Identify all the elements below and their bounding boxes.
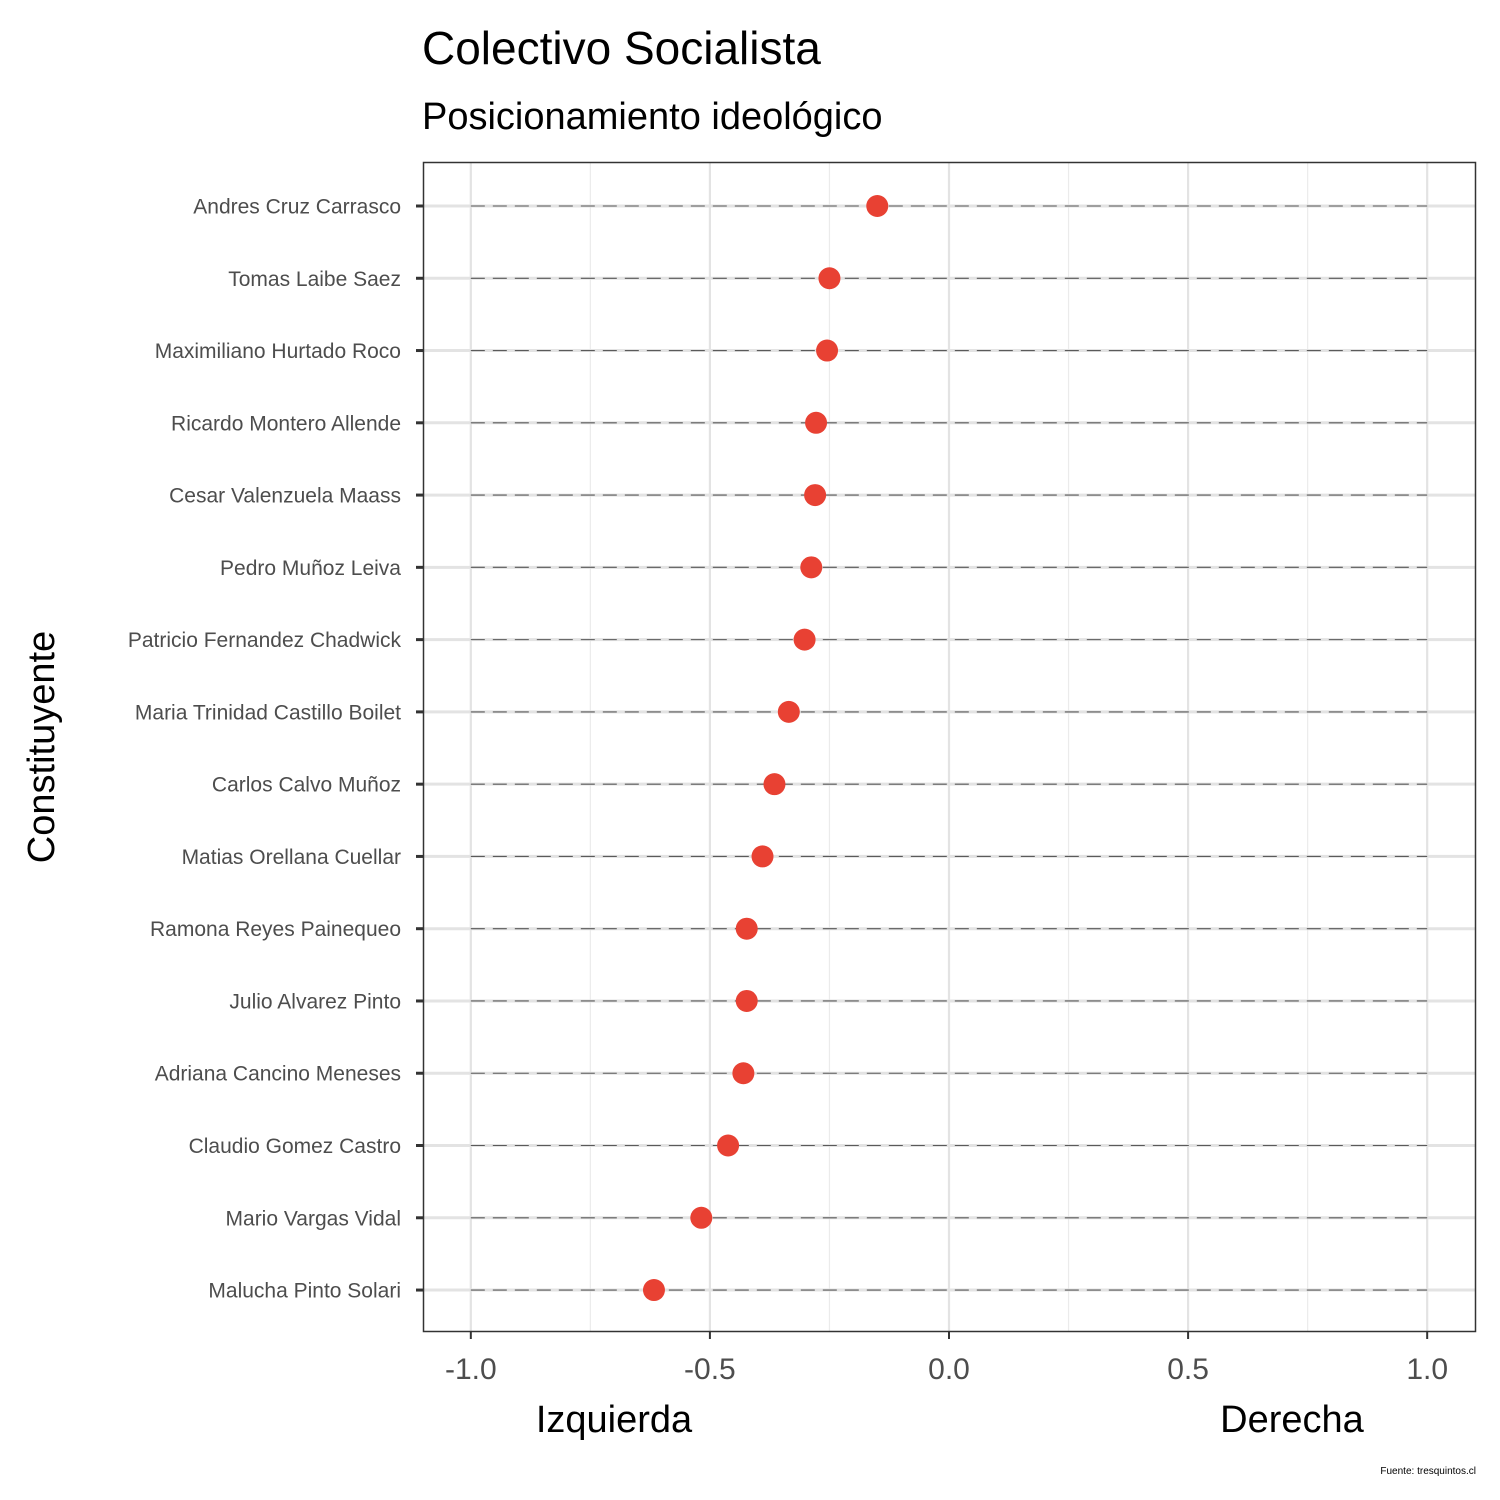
y-axis-title: Constituyente (21, 631, 63, 863)
y-tick-label: Maximiliano Hurtado Roco (155, 340, 401, 363)
data-point (690, 1206, 713, 1229)
source-caption: Fuente: tresquintos.cl (1380, 1466, 1476, 1477)
y-tick-label: Ricardo Montero Allende (171, 412, 401, 435)
data-point (763, 773, 786, 796)
x-axis-label-right: Derecha (1220, 1399, 1364, 1441)
data-point (804, 484, 827, 507)
chart-subtitle: Posicionamiento ideológico (422, 96, 883, 138)
data-point (866, 195, 889, 217)
x-tick-label: -1.0 (445, 1353, 497, 1386)
y-tick-label: Andres Cruz Carrasco (193, 196, 401, 219)
y-axis: Andres Cruz Carrasco Tomas Laibe Saez Maxi… (128, 196, 423, 1303)
y-tick-label: Pedro Muñoz Leiva (220, 557, 401, 580)
data-point (793, 628, 816, 651)
x-tick-label: 0.5 (1167, 1353, 1209, 1386)
x-tick-label: 0.0 (928, 1353, 970, 1386)
chart-title: Colectivo Socialista (422, 22, 821, 74)
data-point (717, 1134, 740, 1157)
grid (469, 162, 1429, 1331)
y-tick-label: Maria Trinidad Castillo Boilet (135, 701, 401, 724)
x-axis-label-left: Izquierda (536, 1399, 693, 1441)
y-tick-label: Adriana Cancino Meneses (155, 1063, 401, 1086)
y-tick-label: Cesar Valenzuela Maass (169, 485, 401, 508)
x-tick-label: -0.5 (684, 1353, 736, 1386)
y-tick-label: Claudio Gomez Castro (189, 1135, 401, 1158)
data-point (816, 339, 839, 362)
data-point (777, 700, 800, 723)
y-tick-label: Mario Vargas Vidal (226, 1207, 401, 1230)
data-point (805, 411, 828, 434)
y-tick-label: Matias Orellana Cuellar (182, 846, 401, 869)
y-tick-label: Ramona Reyes Painequeo (150, 918, 401, 941)
data-point (800, 556, 823, 579)
data-point (735, 989, 758, 1012)
data-point (732, 1062, 755, 1085)
y-tick-label: Julio Alvarez Pinto (229, 990, 401, 1013)
data-point (751, 845, 774, 868)
y-tick-label: Carlos Calvo Muñoz (212, 774, 401, 797)
y-tick-label: Patricio Fernandez Chadwick (128, 629, 402, 652)
data-point (735, 917, 758, 940)
data-rows (423, 204, 1475, 1292)
y-tick-label: Tomas Laibe Saez (228, 268, 401, 291)
x-tick-label: 1.0 (1406, 1353, 1448, 1386)
x-axis: -1.0 -0.5 0.0 0.5 1.0 (445, 1331, 1448, 1386)
y-tick-label: Malucha Pinto Solari (208, 1280, 401, 1303)
data-points (642, 195, 889, 1302)
data-point (818, 267, 841, 290)
data-point (642, 1279, 665, 1302)
